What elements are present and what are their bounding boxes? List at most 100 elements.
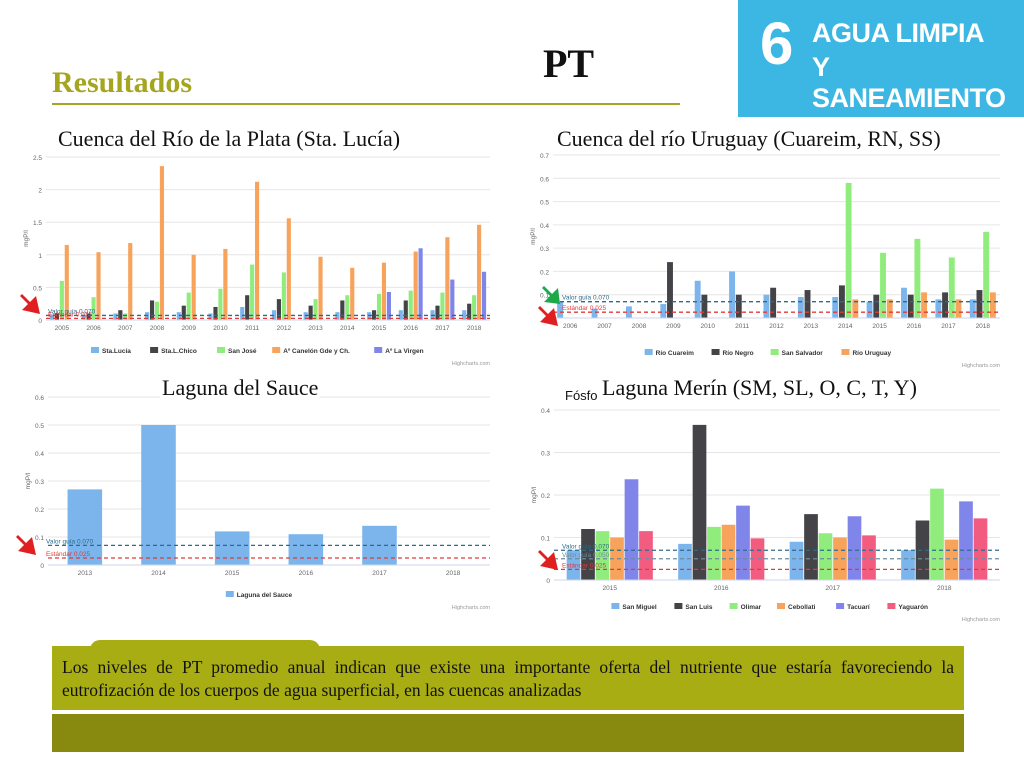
x-tick-label: 2018 [446, 570, 461, 577]
x-tick-label: 2013 [78, 570, 93, 577]
bar [64, 245, 69, 320]
bar [214, 531, 250, 565]
red-arrow-icon [16, 535, 36, 555]
x-tick-label: 2018 [467, 325, 482, 332]
bar [818, 533, 833, 580]
bar [930, 488, 944, 580]
x-tick-label: 2015 [372, 325, 387, 332]
bar [381, 262, 387, 320]
chart-laguna-merin: 0 0.1 0.2 0.3 0.4 mgP/l 2015 2016 2017 2018 Valor … [531, 408, 1000, 623]
bar [186, 292, 191, 320]
x-tick-label: 2016 [403, 325, 418, 332]
y-tick-label: 0.2 [541, 493, 550, 500]
bar [735, 294, 742, 318]
x-tick-label: 2010 [700, 323, 715, 330]
y-tick-label: 0.4 [35, 451, 44, 458]
bar [318, 256, 323, 320]
y-tick-label: 1 [38, 253, 42, 260]
bar [983, 231, 990, 318]
bar [250, 264, 255, 320]
red-arrow-icon [538, 306, 558, 326]
bar [303, 312, 308, 320]
sdg-number: 6 [760, 10, 794, 77]
bar [223, 248, 228, 320]
legend-swatch [611, 603, 620, 609]
bar [847, 516, 862, 580]
y-tick-label: 0.3 [540, 246, 549, 253]
x-tick-label: 2015 [225, 570, 240, 577]
bottom-bar [52, 714, 964, 752]
bar [159, 166, 165, 320]
bar [944, 539, 959, 580]
bar [218, 288, 223, 320]
x-tick-label: 2011 [735, 323, 749, 330]
guide-label: Valor guía 0.070 [48, 308, 96, 315]
legend-swatch [711, 349, 720, 355]
bar [901, 550, 915, 580]
x-tick-label: 2017 [435, 325, 450, 332]
bar [435, 305, 440, 320]
bar [86, 313, 91, 320]
x-tick-label: 2013 [308, 325, 323, 332]
bar [907, 294, 914, 318]
guide-label: Estándar 0.025 [562, 305, 606, 312]
y-tick-label: 0.1 [540, 293, 549, 300]
bar [976, 290, 983, 318]
bar [255, 181, 260, 320]
y-tick-label: 0.1 [541, 536, 550, 543]
bar [367, 312, 372, 320]
slide-heading: PT [543, 41, 595, 86]
bar [123, 313, 128, 320]
chart-title-laguna-sauce: Laguna del Sauce [160, 375, 321, 401]
bar [557, 301, 564, 318]
x-tick-label: 2018 [976, 323, 991, 330]
bar [729, 271, 736, 318]
bar [149, 300, 155, 320]
chart-credits: Highcharts.com [452, 605, 491, 611]
bar [141, 425, 176, 565]
legend-label: Río Cuareim [656, 350, 695, 357]
x-tick-label: 2015 [603, 585, 618, 592]
bar [118, 310, 123, 320]
bar [591, 308, 598, 318]
y-tick-label: 2 [38, 188, 42, 195]
chart-laguna-sauce: 0 0.1 0.2 0.3 0.4 0.5 0.6 mgP/l 2013 2014 2015 2016… [25, 395, 491, 611]
legend-swatch [272, 347, 281, 353]
x-tick-label: 2008 [150, 325, 165, 332]
legend-label: Tacuarí [847, 604, 870, 611]
x-tick-label: 2017 [941, 323, 956, 330]
bar [789, 541, 804, 580]
bar [467, 303, 472, 320]
x-tick-label: 2006 [86, 325, 101, 332]
y-tick-label: 0.2 [35, 507, 44, 514]
y-tick-label: 0.7 [540, 153, 549, 160]
bar [973, 518, 988, 580]
bar [694, 280, 701, 318]
y-tick-label: 0 [38, 318, 42, 325]
bar [625, 306, 632, 318]
bar [49, 314, 55, 320]
legend-label: Sta.L.Chico [161, 348, 197, 355]
y-tick-label: 2.5 [33, 155, 42, 162]
bar [154, 301, 160, 320]
y-tick-label: 0.4 [541, 408, 550, 415]
legend-swatch [841, 349, 850, 355]
legend-label: Olimar [741, 604, 762, 611]
bar [797, 297, 804, 318]
y-tick-label: 0.5 [540, 200, 549, 207]
bar [477, 224, 482, 320]
bar [804, 290, 811, 318]
y-axis-label: mgP/l [25, 472, 32, 489]
bar [667, 262, 673, 318]
bar [145, 312, 150, 320]
bar [880, 252, 886, 318]
bar [208, 313, 213, 320]
y-tick-label: 0.3 [35, 479, 44, 486]
guide-label: Valor guía 0.070 [46, 538, 94, 545]
bar [408, 290, 413, 320]
guide-label: Valor guía 0.050 [562, 552, 610, 559]
bar [176, 312, 181, 320]
chart-credits: Highcharts.com [452, 361, 491, 367]
y-tick-label: 1.5 [33, 220, 42, 227]
legend-label: Aº Canelón Gde y Ch. [283, 348, 350, 355]
